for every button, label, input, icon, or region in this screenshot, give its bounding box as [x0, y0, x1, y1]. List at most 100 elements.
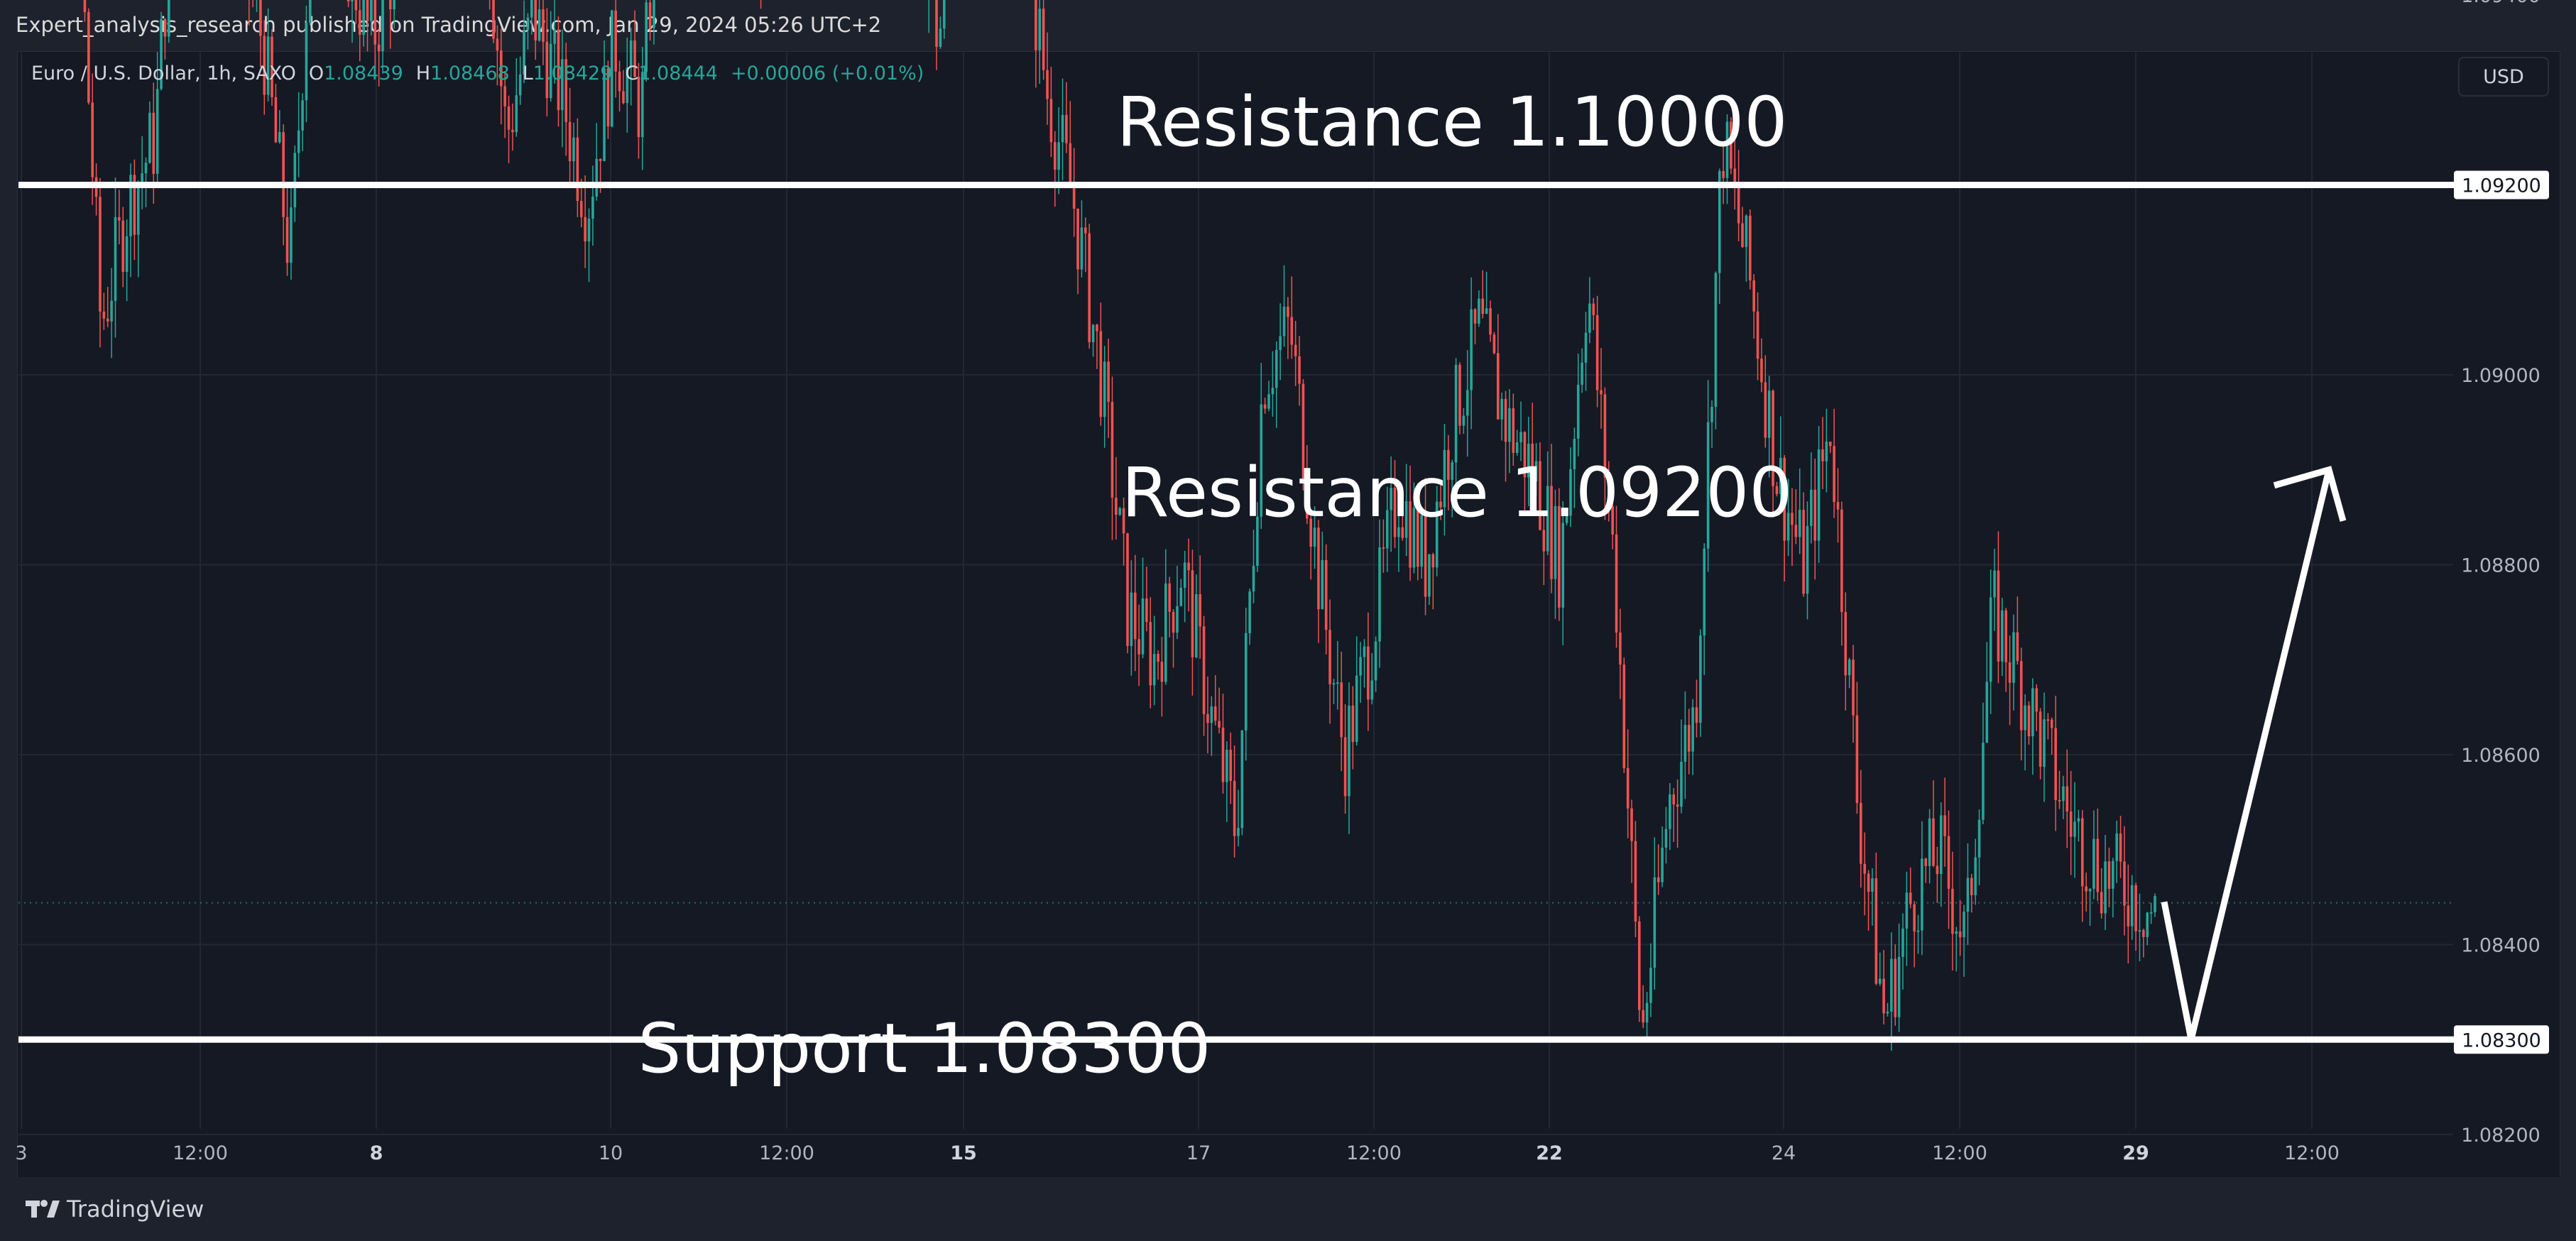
candle-body	[537, 9, 541, 41]
open-value: 1.08439	[324, 62, 403, 84]
resistance-top-label: Resistance 1.10000	[1117, 82, 1788, 162]
candle-body	[1752, 280, 1755, 312]
candle-body	[1500, 398, 1503, 420]
tradingview-logo[interactable]: TradingView	[26, 1195, 204, 1223]
candle-body	[1137, 639, 1140, 655]
candle-body	[1367, 646, 1370, 700]
candle-body	[1279, 336, 1282, 350]
candle-body	[1512, 408, 1515, 453]
candle-body	[1485, 308, 1488, 315]
forecast-path[interactable]	[2161, 469, 2332, 1041]
candle-body	[167, 0, 170, 37]
candle-body	[1855, 715, 1859, 804]
candle-body	[1718, 170, 1721, 273]
candle-body	[1615, 534, 1618, 633]
candle-body	[129, 175, 132, 236]
candle-body	[1558, 505, 1561, 608]
candle-body	[2004, 610, 2008, 662]
candle-body	[1848, 660, 1851, 676]
candle-body	[91, 102, 94, 177]
high-value: 1.08468	[430, 62, 510, 84]
candle-body	[1661, 847, 1664, 882]
candle-body	[114, 217, 117, 301]
level-price-badge	[2454, 170, 2549, 199]
candle-body	[1046, 70, 1049, 99]
currency-button[interactable]: USD	[2458, 57, 2549, 97]
time-tick-label: 12:00	[173, 1142, 228, 1164]
candle-body	[1141, 598, 1145, 655]
candle-body	[1756, 311, 1759, 359]
candle-body	[1473, 309, 1477, 324]
candle-body	[579, 201, 583, 217]
candle-body	[2012, 632, 2015, 683]
candle-body	[354, 0, 358, 11]
candle-body	[515, 95, 518, 133]
candle-body	[1183, 562, 1186, 588]
candle-body	[366, 0, 369, 21]
candle-body	[1294, 344, 1297, 356]
candle-body	[653, 0, 655, 28]
candle-body	[1363, 646, 1366, 657]
candle-body	[1703, 548, 1706, 636]
candle-body	[1706, 422, 1710, 549]
candle-body	[1794, 525, 1798, 537]
candle-body	[935, 0, 938, 47]
candle-body	[1630, 808, 1633, 841]
candle-body	[1890, 958, 1893, 1012]
candle-body	[1741, 223, 1744, 248]
candle-body	[377, 44, 381, 52]
candle-body	[1374, 641, 1377, 681]
candle-body	[1451, 462, 1454, 480]
candle-body	[2065, 786, 2069, 811]
candle-body	[1730, 121, 1732, 169]
candle-body	[572, 137, 575, 162]
candle-body	[346, 0, 350, 2]
candle-body	[1260, 404, 1263, 517]
candle-body	[2069, 811, 2073, 837]
candle-body	[1519, 432, 1522, 443]
candle-body	[133, 175, 136, 235]
candle-body	[648, 2, 652, 28]
candle-body	[641, 72, 644, 138]
candle-body	[1309, 518, 1312, 547]
bottom-bar	[0, 1177, 2576, 1241]
candlestick-series	[83, 0, 2156, 1051]
candle-body	[1802, 510, 1805, 594]
candle-body	[622, 91, 625, 104]
candle-body	[591, 196, 594, 219]
candle-body	[1202, 626, 1206, 714]
candle-body	[1928, 818, 1931, 866]
time-tick-label: 12:00	[1932, 1142, 1987, 1164]
candle-body	[1324, 559, 1328, 630]
candle-body	[2112, 860, 2114, 889]
candle-body	[1916, 930, 1920, 932]
candle-body	[1581, 362, 1583, 385]
symbol-legend[interactable]: Euro / U.S. Dollar, 1h, SAXO O 1.08439 H…	[31, 62, 924, 84]
candle-body	[1745, 215, 1748, 248]
candle-body	[1088, 233, 1091, 342]
candle-body	[1527, 443, 1530, 478]
level-price-badge	[2454, 1025, 2549, 1054]
candle-body	[1645, 1002, 1649, 1023]
candle-body	[1921, 858, 1923, 931]
candle-body	[1669, 794, 1671, 829]
candle-body	[1492, 334, 1496, 354]
time-tick-label: 12:00	[1346, 1142, 1402, 1164]
candle-body	[1710, 407, 1713, 422]
candle-body	[297, 130, 300, 153]
candle-body	[1282, 306, 1286, 337]
price-tick-label: 1.08600	[2461, 745, 2540, 767]
price-tick-label: 1.08800	[2461, 555, 2540, 577]
candle-body	[301, 100, 304, 131]
candle-body	[1871, 878, 1874, 892]
candle-body	[1290, 317, 1294, 345]
time-tick-label: 3	[15, 1142, 27, 1164]
candle-body	[1099, 331, 1103, 417]
candle-body	[1939, 815, 1943, 874]
candle-body	[633, 40, 636, 77]
candle-body	[1226, 750, 1228, 782]
candle-body	[1462, 415, 1466, 426]
candle-body	[1725, 121, 1729, 178]
candle-body	[1340, 682, 1343, 738]
